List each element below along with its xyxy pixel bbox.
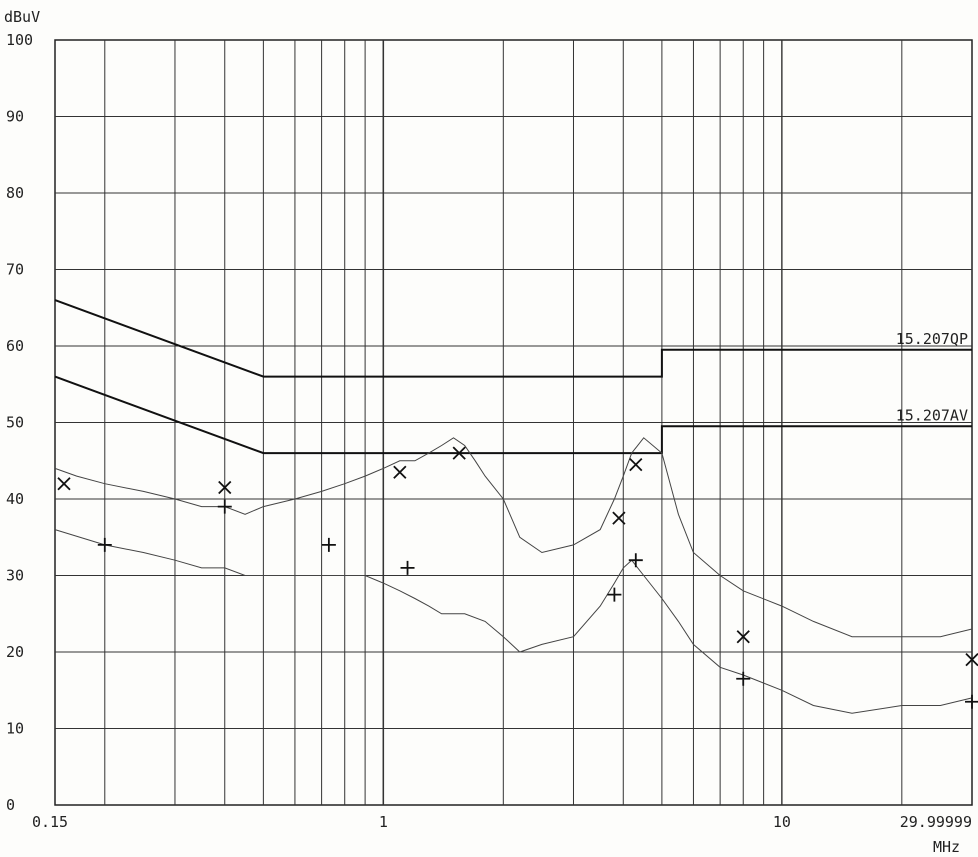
y-tick-label: 10 bbox=[6, 720, 24, 738]
emission-trace bbox=[54, 529, 973, 714]
x-tick-label: 29.99999 bbox=[900, 813, 972, 831]
qp-marker bbox=[218, 480, 232, 495]
qp-marker bbox=[736, 630, 750, 644]
y-tick-label: 70 bbox=[6, 261, 24, 279]
x-tick-label: 1 bbox=[379, 813, 388, 831]
x-tick-label: 0.15 bbox=[32, 813, 68, 831]
limit-line bbox=[54, 375, 972, 455]
y-tick-label: 80 bbox=[6, 184, 24, 202]
y-tick-label: 50 bbox=[6, 414, 24, 432]
limit-label: 15.207AV bbox=[896, 406, 968, 424]
series-markers bbox=[57, 446, 978, 709]
qp-marker bbox=[629, 457, 643, 472]
av-marker bbox=[217, 499, 232, 514]
y-tick-label: 30 bbox=[6, 567, 24, 585]
y-axis-label: dBuV bbox=[4, 8, 40, 26]
limit-label: 15.207QP bbox=[896, 330, 968, 348]
y-tick-label: 20 bbox=[6, 643, 24, 661]
qp-marker bbox=[612, 511, 626, 525]
limit-labels: 15.207QP 15.207AV bbox=[896, 330, 968, 425]
qp-marker bbox=[452, 446, 466, 460]
y-tick-label: 60 bbox=[6, 337, 24, 355]
av-marker bbox=[400, 560, 415, 575]
emission-trace bbox=[54, 437, 973, 638]
y-tick-label: 100 bbox=[6, 31, 33, 49]
y-tick-label: 40 bbox=[6, 490, 24, 508]
x-axis-label: MHz bbox=[933, 838, 960, 856]
qp-marker bbox=[393, 465, 407, 479]
qp-marker bbox=[57, 477, 71, 491]
limit-line bbox=[54, 299, 972, 378]
x-tick-labels: 0.15 1 10 29.99999 bbox=[32, 813, 972, 831]
av-marker bbox=[97, 537, 112, 552]
y-tick-label: 0 bbox=[6, 796, 15, 814]
av-marker bbox=[607, 587, 622, 602]
series-lines bbox=[54, 299, 973, 714]
av-marker bbox=[628, 553, 643, 568]
av-marker bbox=[321, 537, 336, 552]
y-tick-labels: 0 10 20 30 40 50 60 70 80 90 100 bbox=[6, 31, 33, 814]
grid bbox=[54, 39, 973, 806]
av-marker bbox=[965, 694, 978, 709]
av-marker bbox=[736, 671, 751, 686]
y-tick-label: 90 bbox=[6, 108, 24, 126]
x-tick-label: 10 bbox=[773, 813, 791, 831]
qp-marker bbox=[965, 653, 978, 667]
